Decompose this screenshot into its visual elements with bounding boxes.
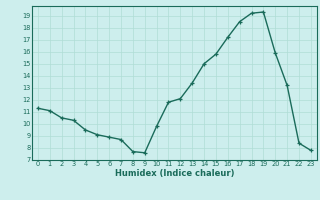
X-axis label: Humidex (Indice chaleur): Humidex (Indice chaleur) — [115, 169, 234, 178]
